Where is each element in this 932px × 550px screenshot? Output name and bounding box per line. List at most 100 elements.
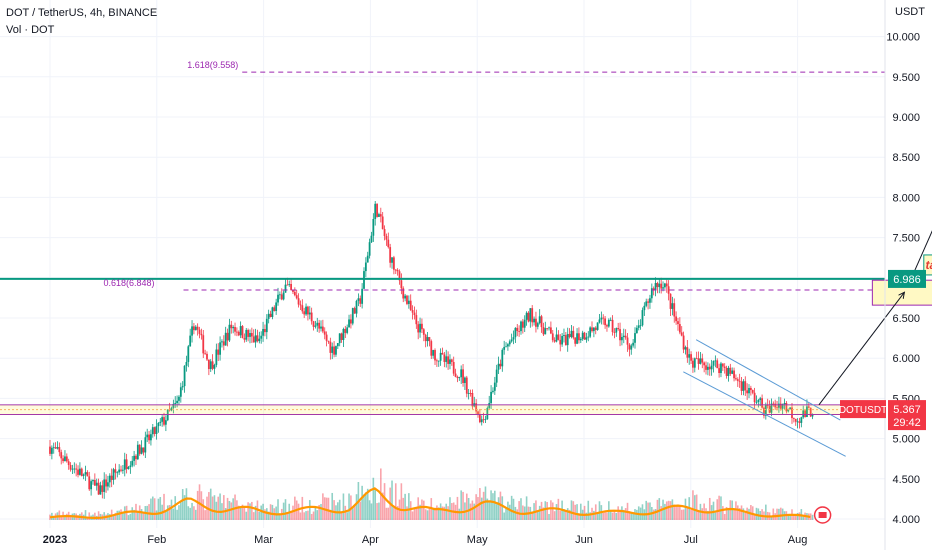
- candle-body: [471, 393, 474, 407]
- volume-bar: [701, 508, 704, 520]
- price-axis[interactable]: USDT10.0009.5009.0008.5008.0007.5007.000…: [43, 0, 925, 550]
- projection-arrow-1: [818, 292, 904, 406]
- volume-indicator-label[interactable]: Vol · DOT: [6, 24, 55, 36]
- volume-bar: [501, 496, 504, 520]
- volume-bar: [596, 512, 599, 520]
- candle-body: [198, 329, 201, 334]
- candle-body: [632, 342, 635, 346]
- volume-bar: [563, 509, 565, 520]
- volume-bar: [264, 509, 266, 520]
- symbol-title[interactable]: DOT / TetherUS, 4h, BINANCE: [6, 7, 158, 19]
- volume-bar: [574, 504, 576, 520]
- candle-body: [183, 365, 186, 387]
- candle-body: [120, 469, 122, 471]
- candle-body: [764, 404, 767, 416]
- volume-bar: [393, 506, 395, 520]
- candle-body: [458, 377, 461, 379]
- volume-bar: [376, 503, 378, 520]
- volume-bar: [772, 508, 775, 520]
- volume-bar: [628, 511, 631, 520]
- volume-bar: [247, 502, 249, 520]
- volume-bar: [213, 495, 216, 520]
- volume-bar: [361, 485, 363, 520]
- candle-body: [65, 456, 68, 462]
- candle-body: [213, 364, 216, 369]
- volume-bar: [525, 496, 528, 520]
- candle-body: [280, 294, 283, 300]
- volume-bar: [165, 510, 167, 520]
- volume-bar: [585, 512, 588, 520]
- volume-bar: [656, 499, 659, 520]
- candle-body: [394, 269, 397, 271]
- volume-bar: [641, 504, 644, 520]
- candle-body: [533, 318, 535, 323]
- candle-body: [249, 333, 251, 337]
- volume-bar: [346, 512, 348, 520]
- volume-bar: [137, 510, 139, 520]
- volume-bar: [679, 505, 681, 520]
- candle-body: [617, 328, 620, 330]
- candle-body: [331, 346, 334, 353]
- volume-bar: [589, 512, 591, 520]
- candle-body: [107, 482, 109, 487]
- volume-bar: [484, 486, 487, 520]
- candle-body: [219, 342, 221, 355]
- candle-body: [723, 366, 726, 368]
- volume-bar: [305, 511, 307, 520]
- volume-bar: [535, 500, 537, 520]
- candle-body: [344, 328, 347, 333]
- candle-body: [155, 426, 158, 434]
- candle-body: [510, 339, 513, 342]
- volume-bar: [322, 493, 324, 520]
- volume-bar: [387, 507, 390, 520]
- volume-bar: [406, 506, 408, 520]
- volume-bar: [449, 497, 451, 520]
- volume-bar: [789, 514, 791, 520]
- candle-body: [770, 403, 773, 413]
- candle-body: [329, 341, 332, 353]
- candle-body: [514, 327, 517, 338]
- volume-bar: [669, 501, 672, 520]
- candle-body: [297, 298, 300, 305]
- candle-body: [572, 330, 575, 338]
- candle-body: [299, 304, 302, 306]
- candle-body: [475, 403, 478, 412]
- volume-bar: [621, 506, 623, 520]
- candle-body: [598, 319, 601, 323]
- candle-body: [357, 298, 360, 301]
- volume-bar: [632, 513, 634, 520]
- volume-bar: [150, 498, 152, 520]
- volume-bar: [658, 498, 661, 520]
- candle-body: [692, 360, 694, 368]
- y-tick-label: 10.000: [886, 32, 920, 44]
- volume-bar: [365, 492, 367, 520]
- volume-bar: [194, 509, 197, 520]
- candle-body: [443, 354, 446, 362]
- candle-body: [695, 358, 698, 360]
- candle-body: [501, 349, 504, 367]
- candle-body: [86, 472, 89, 477]
- candle-body: [284, 284, 287, 293]
- candle-body: [121, 469, 124, 471]
- volume-bar: [299, 512, 302, 520]
- candle-body: [742, 381, 745, 391]
- x-tick-label: Mar: [254, 534, 273, 546]
- volume-bar: [682, 509, 685, 520]
- candle-body: [389, 247, 392, 263]
- candle-body: [688, 354, 691, 358]
- volume-bar: [366, 488, 369, 520]
- candle-body: [499, 363, 502, 367]
- volume-bar: [426, 510, 429, 520]
- candle-body: [548, 327, 550, 329]
- candle-body: [372, 219, 375, 236]
- candle-body: [164, 420, 167, 425]
- volume-bar: [565, 511, 567, 520]
- y-tick-label: 8.500: [892, 152, 920, 164]
- candle-body: [749, 387, 752, 391]
- candle-body: [157, 422, 160, 427]
- candle-body: [798, 421, 801, 423]
- candles: [49, 201, 814, 499]
- candle-body: [424, 334, 427, 342]
- candle-body: [411, 310, 414, 313]
